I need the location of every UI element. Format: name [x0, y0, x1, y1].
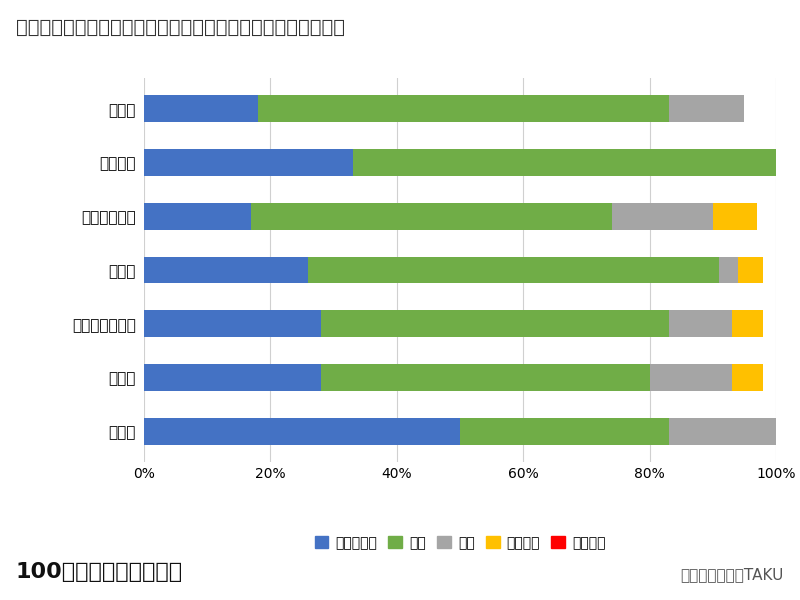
Bar [732, 364, 763, 391]
Bar [650, 364, 732, 391]
Text: おうちコープを実際に利用してからの満足度（選んだ理由別）: おうちコープを実際に利用してからの満足度（選んだ理由別） [16, 18, 345, 37]
Bar [321, 310, 669, 337]
Bar [460, 418, 669, 445]
Bar [144, 418, 460, 445]
Bar [732, 310, 763, 337]
Bar [669, 418, 776, 445]
Bar [713, 203, 757, 230]
Bar [738, 257, 763, 283]
Bar [308, 257, 719, 283]
Bar [353, 149, 776, 176]
Bar [258, 95, 669, 122]
Bar [612, 203, 713, 230]
Bar [669, 310, 732, 337]
Legend: とても満足, 満足, 普通, やや不満, 期待外れ: とても満足, 満足, 普通, やや不満, 期待外れ [309, 530, 611, 556]
Bar [321, 364, 650, 391]
Bar [144, 364, 321, 391]
Bar [144, 149, 353, 176]
Bar [669, 95, 745, 122]
Bar [144, 95, 258, 122]
Bar [144, 257, 308, 283]
Bar [144, 310, 321, 337]
Bar [719, 257, 738, 283]
Text: ＠みうみさの食TAKU: ＠みうみさの食TAKU [681, 567, 784, 582]
Text: 100人にアンケート調査: 100人にアンケート調査 [16, 562, 183, 582]
Bar [251, 203, 612, 230]
Bar [144, 203, 251, 230]
